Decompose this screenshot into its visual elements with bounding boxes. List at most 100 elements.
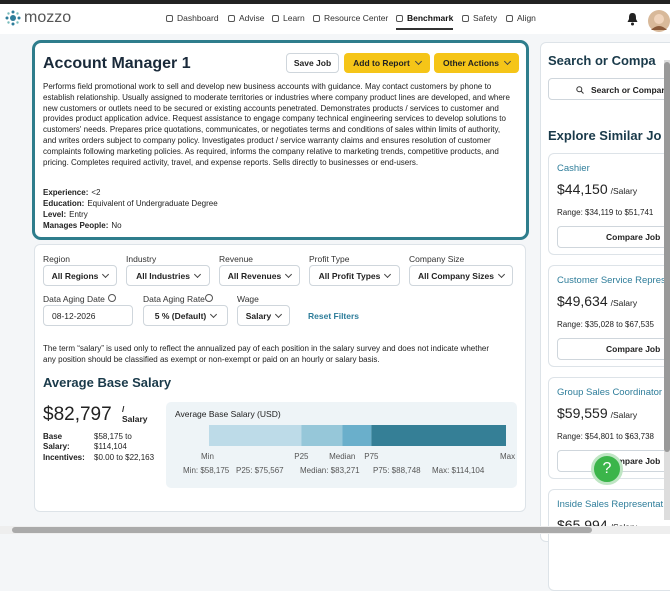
bell-icon[interactable]	[626, 12, 639, 26]
search-icon	[576, 86, 584, 94]
nav-icon	[506, 15, 513, 22]
chevron	[503, 57, 511, 66]
nav-item[interactable]: Advise	[228, 13, 265, 23]
similar-job-card: Inside Sales Representat$65,994/Salary	[548, 489, 670, 591]
job-title: Inside Sales Representat	[557, 499, 664, 510]
chevron	[384, 270, 392, 278]
percentile-label: Min: $58,175	[183, 466, 230, 475]
salary-row-label: Base Salary:	[43, 432, 70, 451]
button-text: Search or Compar	[591, 85, 665, 95]
button-text: Add to Report	[353, 58, 410, 68]
percentile-label: P25: $75,567	[236, 466, 284, 475]
filter-select[interactable]: All Profit Types	[309, 265, 400, 286]
compare-button[interactable]: Compare Job	[557, 338, 670, 360]
filter-select[interactable]: 08-12-2026	[43, 305, 133, 326]
filter-label: Data Aging Rate	[143, 294, 205, 304]
detail-value: <2	[91, 188, 101, 197]
help-button[interactable]: ?	[591, 453, 623, 485]
info-icon	[205, 294, 213, 302]
job-description: Performs field promotional work to sell …	[43, 82, 510, 167]
chevron	[414, 57, 422, 66]
detail-value: Entry	[69, 210, 88, 219]
compare-button[interactable]: Compare Job	[557, 226, 670, 248]
nav-icon	[272, 15, 279, 22]
save-job-button[interactable]: Save Job	[286, 53, 339, 73]
nav-label: Align	[517, 13, 536, 23]
bar-segment	[209, 425, 302, 446]
job-salary: $59,559/Salary	[557, 405, 637, 421]
filter-select[interactable]: Salary	[237, 305, 290, 326]
nav-icon	[228, 15, 235, 22]
percentile-name: P25	[294, 452, 309, 461]
filter-label: Profit Type	[309, 254, 350, 264]
nav-item[interactable]: Dashboard	[166, 13, 219, 23]
reset-filters[interactable]: Reset Filters	[308, 311, 360, 321]
salary-note: The term “salary” is used only to reflec…	[43, 344, 490, 364]
salary-row-label: Incentives:	[43, 453, 85, 462]
h-scrollbar[interactable]	[0, 526, 670, 534]
chart-title: Average Base Salary (USD)	[175, 409, 281, 419]
h-scroll-thumb[interactable]	[12, 527, 592, 533]
nav-bar: mozzo	[0, 0, 670, 34]
filter-select[interactable]: All Industries	[126, 265, 210, 286]
detail-label: Level:	[43, 210, 67, 219]
percentile-label: Median: $83,271	[300, 466, 360, 475]
filter-select[interactable]: All Regions	[43, 265, 117, 286]
filter-select[interactable]: 5 % (Default)	[143, 305, 228, 326]
other-actions-button[interactable]: Other Actions	[434, 53, 519, 73]
salary-amount: $82,797	[43, 404, 112, 425]
filter-label: Data Aging Date	[43, 294, 105, 304]
salary-value: $44,150	[557, 181, 608, 197]
filter-label: Wage	[237, 294, 259, 304]
job-title: Cashier	[557, 163, 590, 174]
chevron	[275, 310, 283, 318]
filter-label: Region	[43, 254, 70, 264]
job-salary: $49,634/Salary	[557, 293, 637, 309]
select-value: All Regions	[51, 270, 99, 281]
avatar[interactable]	[648, 10, 670, 32]
salary-unit: /Salary	[610, 298, 638, 308]
v-scroll-thumb[interactable]	[664, 62, 670, 452]
salary-row-value: $0.00 to $22,163	[94, 453, 155, 462]
add-report-button[interactable]: Add to Report	[344, 53, 430, 73]
job-range: Range: $34,119 to $51,741	[557, 208, 654, 217]
filter-label: Industry	[126, 254, 157, 264]
nav-label: Dashboard	[177, 13, 219, 23]
bar-segment	[371, 425, 506, 446]
nav-item[interactable]: Align	[506, 13, 536, 23]
nav-item[interactable]: Resource Center	[313, 13, 388, 23]
job-range: Range: $35,028 to $67,535	[557, 320, 654, 329]
job-range: Range: $54,801 to $63,738	[557, 432, 654, 441]
nav-item[interactable]: Benchmark	[396, 13, 454, 30]
percentile-name: Max	[500, 452, 515, 461]
similar-job-card: Cashier $44,150/Salary Range: $34,119 to $…	[548, 153, 670, 255]
salary-heading: Average Base Salary	[43, 375, 172, 390]
search-title: Search or Compa	[548, 53, 656, 68]
salary-row-value: $58,175 to $114,104	[94, 432, 132, 451]
search-button[interactable]: Search or Compar	[548, 78, 670, 100]
info-icon	[108, 294, 116, 302]
similar-job-card: Customer Service Repres $49,634/Salary Ran…	[548, 265, 670, 367]
detail-value: Equivalent of Undergraduate Degree	[87, 199, 218, 208]
active-underline	[396, 28, 454, 30]
salary-value: $49,634	[557, 293, 608, 309]
select-value: All Profit Types	[318, 270, 381, 281]
job-title: Group Sales Coordinator	[557, 387, 663, 398]
logo-icon	[5, 10, 21, 26]
select-value: 5 % (Default)	[154, 310, 207, 321]
filter-select[interactable]: All Company Sizes	[409, 265, 513, 286]
salary-unit: / Salary	[122, 404, 148, 424]
percentile-name: Median	[329, 452, 355, 461]
chevron	[285, 270, 293, 278]
nav-item[interactable]: Learn	[272, 13, 305, 23]
filter-select[interactable]: All Revenues	[219, 265, 300, 286]
job-title: Customer Service Repres	[557, 275, 666, 286]
nav-icon	[396, 15, 403, 22]
logo[interactable]: mozzo	[24, 9, 72, 26]
salary-unit: /Salary	[610, 410, 638, 420]
v-scrollbar[interactable]	[664, 60, 670, 520]
chevron	[193, 270, 201, 278]
job-salary: $44,150/Salary	[557, 181, 637, 197]
select-value: Salary	[245, 310, 272, 321]
nav-item[interactable]: Safety	[462, 13, 497, 23]
